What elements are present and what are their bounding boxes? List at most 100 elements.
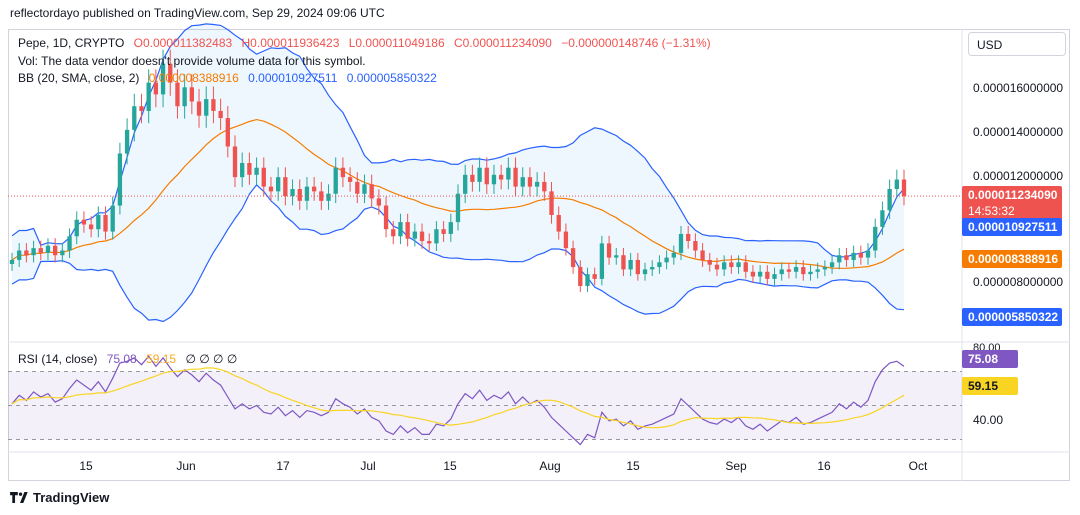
candle-body (117, 153, 123, 206)
price-axis-label: 0.000012000000 (973, 169, 1064, 183)
candle-body (124, 129, 130, 154)
candle-body (786, 269, 792, 272)
tradingview-footer[interactable]: TradingView (10, 490, 109, 505)
candle-body (17, 250, 22, 260)
rsi-axis-label: 40.00 (973, 413, 1004, 427)
candle-body (837, 255, 842, 263)
candle-body (534, 181, 540, 187)
ohlc-legend: Pepe, 1D, CRYPTO O0.000011382483 H0.0000… (18, 36, 717, 50)
time-axis-label: 17 (276, 459, 290, 473)
bb-indicator-name[interactable]: BB (20, SMA, close, 2) (18, 71, 140, 85)
candle-body (254, 167, 259, 175)
candle-body (60, 250, 65, 256)
candle-body (175, 82, 180, 107)
candle-body (189, 87, 194, 102)
candle-body (261, 167, 266, 187)
candle-body (693, 241, 698, 251)
candle-body (74, 219, 79, 237)
rsi-empty-values: ∅ ∅ ∅ ∅ (185, 352, 238, 366)
candle-body (592, 274, 597, 279)
candle-body (570, 248, 576, 268)
bb-lower-value: 0.000005850322 (346, 71, 437, 85)
bar-countdown-tag: 14:53:32 (962, 202, 1062, 220)
candle-body (383, 205, 389, 230)
time-axis-label: 15 (79, 459, 93, 473)
candle-body (168, 63, 173, 83)
candle-body (499, 174, 504, 180)
candle-body (225, 118, 230, 147)
candle-body (304, 186, 310, 201)
bb-upper-line (11, 23, 905, 258)
volume-note: Vol: The data vendor doesn't provide vol… (18, 54, 366, 68)
candle-body (606, 243, 612, 258)
candle-body (9, 259, 15, 264)
candle-body (268, 186, 274, 192)
candle-body (700, 250, 705, 260)
candle-body (355, 181, 360, 194)
candle-body (38, 248, 43, 253)
candle-body (822, 267, 828, 270)
candle-body (520, 177, 525, 187)
time-axis-label: Aug (539, 459, 561, 473)
candle-body (829, 262, 835, 268)
rsi-ma-line (11, 367, 905, 429)
candle-body (628, 259, 633, 270)
candle-body (283, 177, 288, 197)
publish-header: reflectordayo published on TradingView.c… (10, 6, 385, 20)
close-value: C0.000011234090 (453, 36, 552, 50)
candle-body (556, 215, 561, 232)
bb-legend: BB (20, SMA, close, 2) 0.000008388916 0.… (18, 71, 443, 85)
currency-selector[interactable]: USD (968, 32, 1066, 56)
candle-body (398, 222, 403, 237)
candle-body (182, 87, 187, 107)
time-axis-label: 15 (443, 459, 457, 473)
price-axis-label: 0.000008000000 (973, 275, 1064, 289)
candle-body (621, 255, 626, 270)
rsi-legend: RSI (14, close) 75.08 59.15 ∅ ∅ ∅ ∅ (18, 352, 243, 366)
candle-body (196, 101, 202, 116)
rsi-ma-value-tag: 59.15 (962, 377, 1018, 395)
candle-body (132, 106, 137, 130)
candle-body (31, 248, 36, 256)
candle-body (736, 262, 741, 268)
bb-basis-tag: 0.000008388916 (962, 250, 1062, 268)
candle-body (513, 167, 518, 187)
candle-body (614, 255, 619, 258)
brand-name: TradingView (33, 490, 110, 505)
candle-body (319, 191, 324, 201)
candle-body (585, 274, 590, 286)
tradingview-logo-icon (10, 492, 28, 503)
candle-body (419, 231, 425, 242)
candle-body (722, 262, 727, 270)
candle-body (376, 198, 382, 206)
time-axis-label: Sep (725, 459, 747, 473)
volume-legend: Vol: The data vendor doesn't provide vol… (18, 54, 372, 68)
candle-body (297, 189, 302, 201)
candle-body (391, 229, 396, 237)
candle-body (657, 262, 662, 268)
candle-body (455, 193, 461, 223)
price-axis-label: 0.000016000000 (973, 81, 1064, 95)
candle-body (477, 167, 482, 182)
candle-body (765, 271, 770, 279)
bb-basis-value: 0.000008388916 (148, 71, 239, 85)
candle-body (858, 252, 863, 258)
chart-frame (8, 29, 1070, 481)
rsi-indicator-name[interactable]: RSI (14, close) (18, 352, 98, 366)
candle-body (463, 174, 468, 194)
symbol-label[interactable]: Pepe, 1D, CRYPTO (18, 36, 125, 50)
time-axis-label: Oct (908, 459, 928, 473)
candle-body (894, 179, 899, 189)
time-axis-label: 16 (817, 459, 831, 473)
candle-body (160, 63, 166, 95)
candle-body (232, 146, 238, 178)
candle-body (211, 99, 216, 111)
rsi-ma-legend-value: 59.15 (146, 352, 177, 366)
candle-body (901, 179, 907, 197)
rsi-value-tag: 75.08 (962, 350, 1018, 368)
candle-body (491, 174, 497, 185)
candle-body (671, 252, 676, 258)
candle-body (276, 177, 281, 192)
candle-body (362, 184, 367, 194)
